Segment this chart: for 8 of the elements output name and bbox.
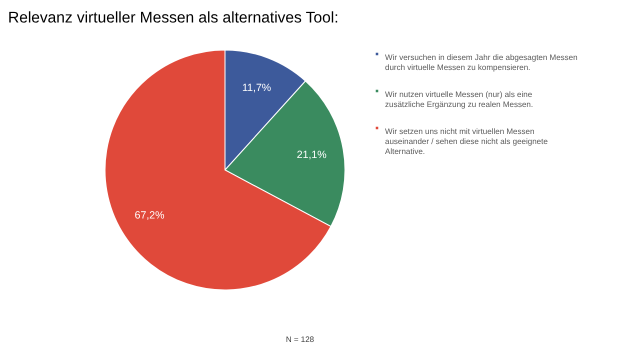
legend-label: Wir nutzen virtuelle Messen (nur) als eine zusätzliche Ergänzung zu realen Messen.	[385, 90, 534, 109]
data-label: 67,2%	[134, 209, 164, 222]
legend-label: Wir setzen uns nicht mit virtuellen Messen auseinander / sehen diese nicht als geeignete Alternative.	[385, 127, 548, 156]
chart-title: Relevanz virtueller Messen als alternatives Tool:	[8, 10, 339, 26]
legend-label: Wir versuchen in diesem Jahr die abgesagten Messen durch virtuelle Messen zu kompensieren.	[385, 53, 578, 72]
data-label: 21,1%	[296, 148, 327, 161]
text: N = 128	[286, 335, 315, 344]
data-label: 11,7%	[242, 82, 272, 94]
